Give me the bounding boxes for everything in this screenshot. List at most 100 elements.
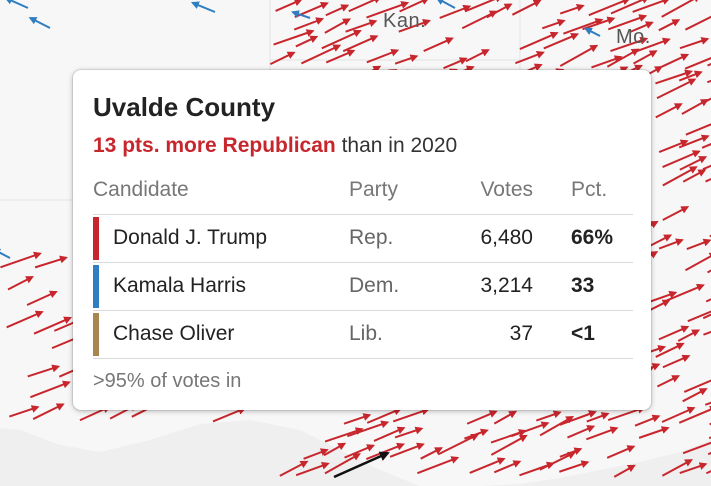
rep-shift-arrow — [658, 238, 684, 250]
rep-shift-arrow — [466, 410, 498, 425]
party-swatch-lib — [93, 313, 99, 356]
rep-shift-arrow — [684, 15, 711, 31]
rep-shift-arrow — [662, 166, 698, 187]
rep-shift-arrow — [658, 19, 681, 32]
rep-shift-arrow — [661, 406, 696, 423]
rep-shift-arrow — [610, 0, 650, 15]
candidate-party: Rep. — [349, 226, 394, 249]
candidate-name: Kamala Harris — [113, 274, 247, 297]
dem-shift-arrow — [435, 0, 456, 9]
rep-shift-arrow — [684, 53, 711, 70]
candidate-name: Chase Oliver — [113, 322, 235, 345]
rep-shift-arrow — [682, 388, 708, 403]
candidate-row: Donald J. Trump Rep. 6,480 66% — [93, 215, 633, 263]
rep-shift-arrow — [536, 410, 562, 422]
rep-shift-arrow — [461, 10, 498, 30]
rep-shift-arrow — [588, 0, 631, 17]
rep-shift-arrow — [511, 0, 542, 16]
rep-shift-arrow — [682, 441, 711, 455]
rep-shift-arrow — [323, 442, 347, 457]
rep-shift-arrow — [6, 310, 44, 329]
rep-shift-arrow — [321, 29, 362, 50]
rep-shift-arrow — [394, 54, 419, 65]
rep-shift-arrow — [681, 99, 709, 115]
rep-shift-arrow — [398, 19, 431, 33]
shift-summary: 13 pts. more Republican than in 2020 — [93, 134, 457, 158]
rep-shift-arrow — [343, 413, 372, 425]
rep-shift-arrow — [30, 380, 71, 399]
rep-shift-arrow — [629, 21, 654, 33]
candidate-row: Kamala Harris Dem. 3,214 33 — [93, 263, 633, 311]
rep-shift-arrow — [704, 401, 711, 406]
rep-shift-arrow — [656, 375, 680, 388]
rep-shift-arrow — [679, 156, 708, 171]
rep-shift-arrow — [678, 70, 703, 82]
rep-shift-arrow — [493, 460, 522, 474]
candidate-votes: 6,480 — [480, 226, 533, 249]
rep-shift-arrow — [27, 364, 61, 378]
rep-shift-arrow — [655, 342, 685, 358]
rep-shift-arrow — [655, 69, 693, 85]
rep-shift-arrow — [678, 405, 711, 424]
rep-shift-arrow — [324, 427, 364, 443]
rep-shift-arrow — [661, 0, 702, 18]
rep-shift-arrow — [7, 276, 34, 291]
rep-shift-arrow — [656, 78, 697, 99]
candidate-votes: 37 — [509, 322, 533, 345]
rep-shift-arrow — [638, 426, 670, 439]
rep-shift-arrow — [373, 426, 406, 442]
rep-shift-arrow — [279, 460, 309, 477]
rep-shift-arrow — [34, 255, 68, 269]
rep-shift-arrow — [607, 14, 648, 31]
rep-shift-arrow — [705, 177, 711, 183]
county-title: Uvalde County — [93, 92, 276, 122]
header-pct: Pct. — [571, 178, 608, 201]
candidate-name: Donald J. Trump — [113, 226, 268, 249]
rep-shift-arrow — [325, 4, 350, 17]
rep-shift-arrow — [539, 451, 576, 471]
rep-shift-arrow — [683, 379, 711, 393]
rep-shift-arrow — [465, 49, 490, 63]
dem-shift-arrow — [583, 27, 601, 37]
rep-shift-arrow — [703, 330, 711, 336]
rep-shift-arrow — [655, 103, 683, 119]
candidate-party: Lib. — [349, 322, 383, 345]
rep-shift-arrow — [324, 453, 361, 475]
rep-shift-arrow — [662, 150, 701, 168]
rep-shift-arrow — [389, 442, 425, 458]
rep-shift-arrow — [682, 169, 707, 183]
reporting-status: >95% of votes in — [93, 370, 242, 392]
rep-shift-arrow — [469, 457, 506, 474]
rep-shift-arrow — [33, 316, 73, 335]
rep-shift-arrow — [634, 414, 661, 427]
rep-shift-arrow — [0, 251, 42, 269]
state-label-missouri: Mo. — [616, 26, 651, 48]
rep-shift-arrow — [559, 44, 599, 67]
rep-shift-arrow — [705, 470, 711, 475]
rep-shift-arrow — [543, 32, 580, 50]
dem-shift-arrow — [4, 0, 29, 9]
rep-shift-arrow — [658, 139, 689, 154]
rep-shift-arrow — [606, 48, 640, 68]
rep-shift-arrow — [634, 37, 671, 53]
rep-shift-arrow — [439, 4, 472, 19]
rep-shift-arrow — [423, 37, 454, 53]
results-header: Candidate Party Votes Pct. — [93, 170, 633, 215]
rep-shift-arrow — [437, 433, 480, 456]
candidate-pct: 33 — [571, 274, 595, 297]
rep-shift-arrow — [443, 57, 468, 70]
rep-shift-arrow — [662, 354, 691, 369]
rep-shift-arrow — [26, 290, 58, 306]
rep-shift-arrow — [300, 44, 342, 65]
rep-shift-arrow — [273, 29, 315, 46]
rep-shift-arrow — [275, 0, 303, 12]
rep-shift-arrow — [493, 410, 518, 425]
rep-shift-arrow — [586, 412, 610, 423]
rep-shift-arrow — [342, 35, 379, 53]
rep-shift-arrow — [701, 143, 711, 149]
rep-shift-arrow — [661, 459, 693, 477]
rep-shift-arrow — [324, 18, 351, 34]
rep-shift-arrow — [212, 407, 247, 423]
rep-shift-arrow — [293, 17, 325, 31]
rep-shift-arrow — [464, 0, 504, 13]
